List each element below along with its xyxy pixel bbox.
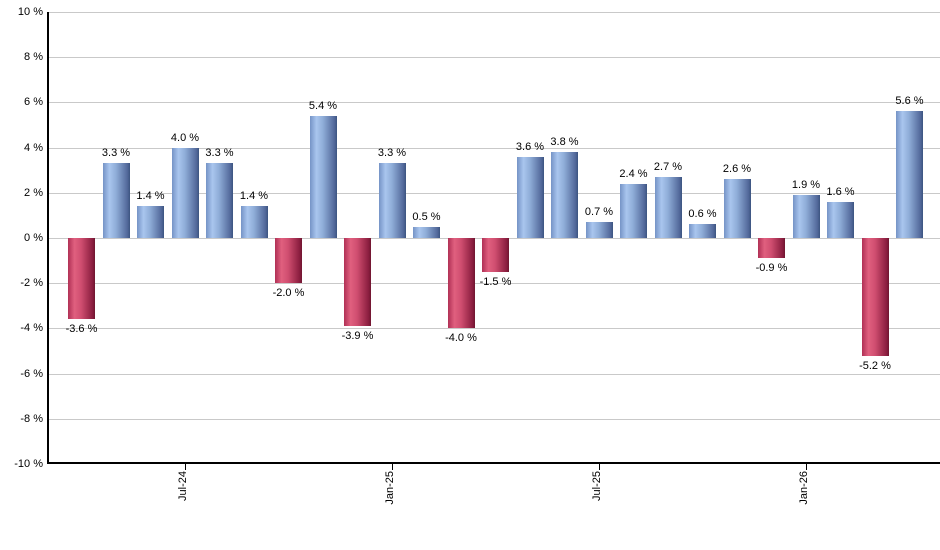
bar-positive bbox=[689, 224, 716, 238]
x-axis-tick bbox=[392, 464, 393, 470]
bar-positive bbox=[171, 148, 199, 238]
bar-positive bbox=[413, 227, 440, 238]
y-axis-tick-label: -8 % bbox=[20, 413, 43, 425]
bar-positive bbox=[896, 111, 923, 238]
gridline bbox=[48, 328, 940, 329]
bar-value-label: 2.6 % bbox=[722, 163, 752, 175]
bar-negative bbox=[861, 238, 889, 356]
x-axis-tick-label: Jul-25 bbox=[591, 471, 603, 501]
bar-positive bbox=[309, 116, 337, 238]
bar-positive bbox=[240, 206, 268, 238]
y-axis-tick-label: 2 % bbox=[24, 187, 43, 199]
bar-positive bbox=[206, 163, 233, 238]
bar-value-label: 0.6 % bbox=[688, 208, 717, 220]
gridline bbox=[48, 12, 940, 13]
y-axis-tick-label: 0 % bbox=[24, 232, 43, 244]
bar-value-label: 2.4 % bbox=[619, 168, 648, 180]
bar-value-label: 3.3 % bbox=[205, 147, 234, 159]
y-axis-tick-label: -10 % bbox=[14, 458, 43, 470]
bar-value-label: 5.4 % bbox=[308, 100, 338, 112]
bar-value-label: -3.6 % bbox=[65, 323, 98, 335]
x-axis-tick bbox=[185, 464, 186, 470]
bar-positive bbox=[585, 222, 613, 238]
bar-value-label: -2.0 % bbox=[272, 287, 305, 299]
x-axis-tick bbox=[599, 464, 600, 470]
bar-negative bbox=[344, 238, 371, 326]
y-axis-tick-label: 6 % bbox=[24, 96, 43, 108]
bar-positive bbox=[654, 177, 682, 238]
y-axis-tick-label: 8 % bbox=[24, 51, 43, 63]
bar-positive bbox=[723, 179, 751, 238]
bar-value-label: 3.3 % bbox=[377, 147, 407, 159]
y-axis-line bbox=[47, 12, 49, 464]
gridline bbox=[48, 193, 940, 194]
gridline bbox=[48, 374, 940, 375]
bar-value-label: -3.9 % bbox=[341, 330, 374, 342]
bar-negative bbox=[275, 238, 302, 283]
bar-positive bbox=[516, 157, 544, 238]
bar-positive bbox=[620, 184, 647, 238]
bar-negative bbox=[447, 238, 475, 328]
x-axis-tick-label: Jan-26 bbox=[798, 471, 810, 505]
bar-positive bbox=[102, 163, 130, 238]
gridline bbox=[48, 148, 940, 149]
y-axis-tick-label: 10 % bbox=[17, 6, 43, 18]
gridline bbox=[48, 419, 940, 420]
bar-value-label: -1.5 % bbox=[479, 276, 512, 288]
bar-value-label: -0.9 % bbox=[755, 262, 788, 274]
gridline bbox=[48, 57, 940, 58]
x-axis-line bbox=[47, 462, 940, 464]
bar-value-label: 3.3 % bbox=[101, 147, 131, 159]
y-axis-tick-label: -6 % bbox=[20, 368, 43, 380]
bar-negative bbox=[758, 238, 785, 258]
bar-value-label: 3.8 % bbox=[550, 136, 579, 148]
bar-value-label: 1.4 % bbox=[239, 190, 269, 202]
bar-value-label: -5.2 % bbox=[859, 360, 891, 372]
x-axis-tick bbox=[806, 464, 807, 470]
bar-value-label: 0.7 % bbox=[584, 206, 614, 218]
bar-value-label: 4.0 % bbox=[170, 132, 200, 144]
bar-value-label: 3.6 % bbox=[515, 141, 545, 153]
bar-value-label: 2.7 % bbox=[653, 161, 683, 173]
bar-positive bbox=[792, 195, 820, 238]
bar-value-label: 1.4 % bbox=[136, 190, 165, 202]
bar-positive bbox=[378, 163, 406, 238]
bar-positive bbox=[827, 202, 854, 238]
bar-negative bbox=[68, 238, 95, 319]
bar-negative bbox=[482, 238, 509, 272]
bar-positive bbox=[551, 152, 578, 238]
bar-positive bbox=[137, 206, 164, 238]
bar-value-label: 1.6 % bbox=[826, 186, 855, 198]
y-axis-tick-label: 4 % bbox=[24, 142, 43, 154]
x-axis-tick-label: Jul-24 bbox=[177, 471, 189, 501]
bar-value-label: -4.0 % bbox=[445, 332, 477, 344]
y-axis-tick-label: -4 % bbox=[20, 322, 43, 334]
y-axis-tick-label: -2 % bbox=[20, 277, 43, 289]
x-axis-tick-label: Jan-25 bbox=[384, 471, 396, 505]
gridline bbox=[48, 102, 940, 103]
bar-value-label: 5.6 % bbox=[895, 95, 924, 107]
bar-value-label: 1.9 % bbox=[791, 179, 821, 191]
bar-value-label: 0.5 % bbox=[412, 211, 441, 223]
gridline bbox=[48, 283, 940, 284]
